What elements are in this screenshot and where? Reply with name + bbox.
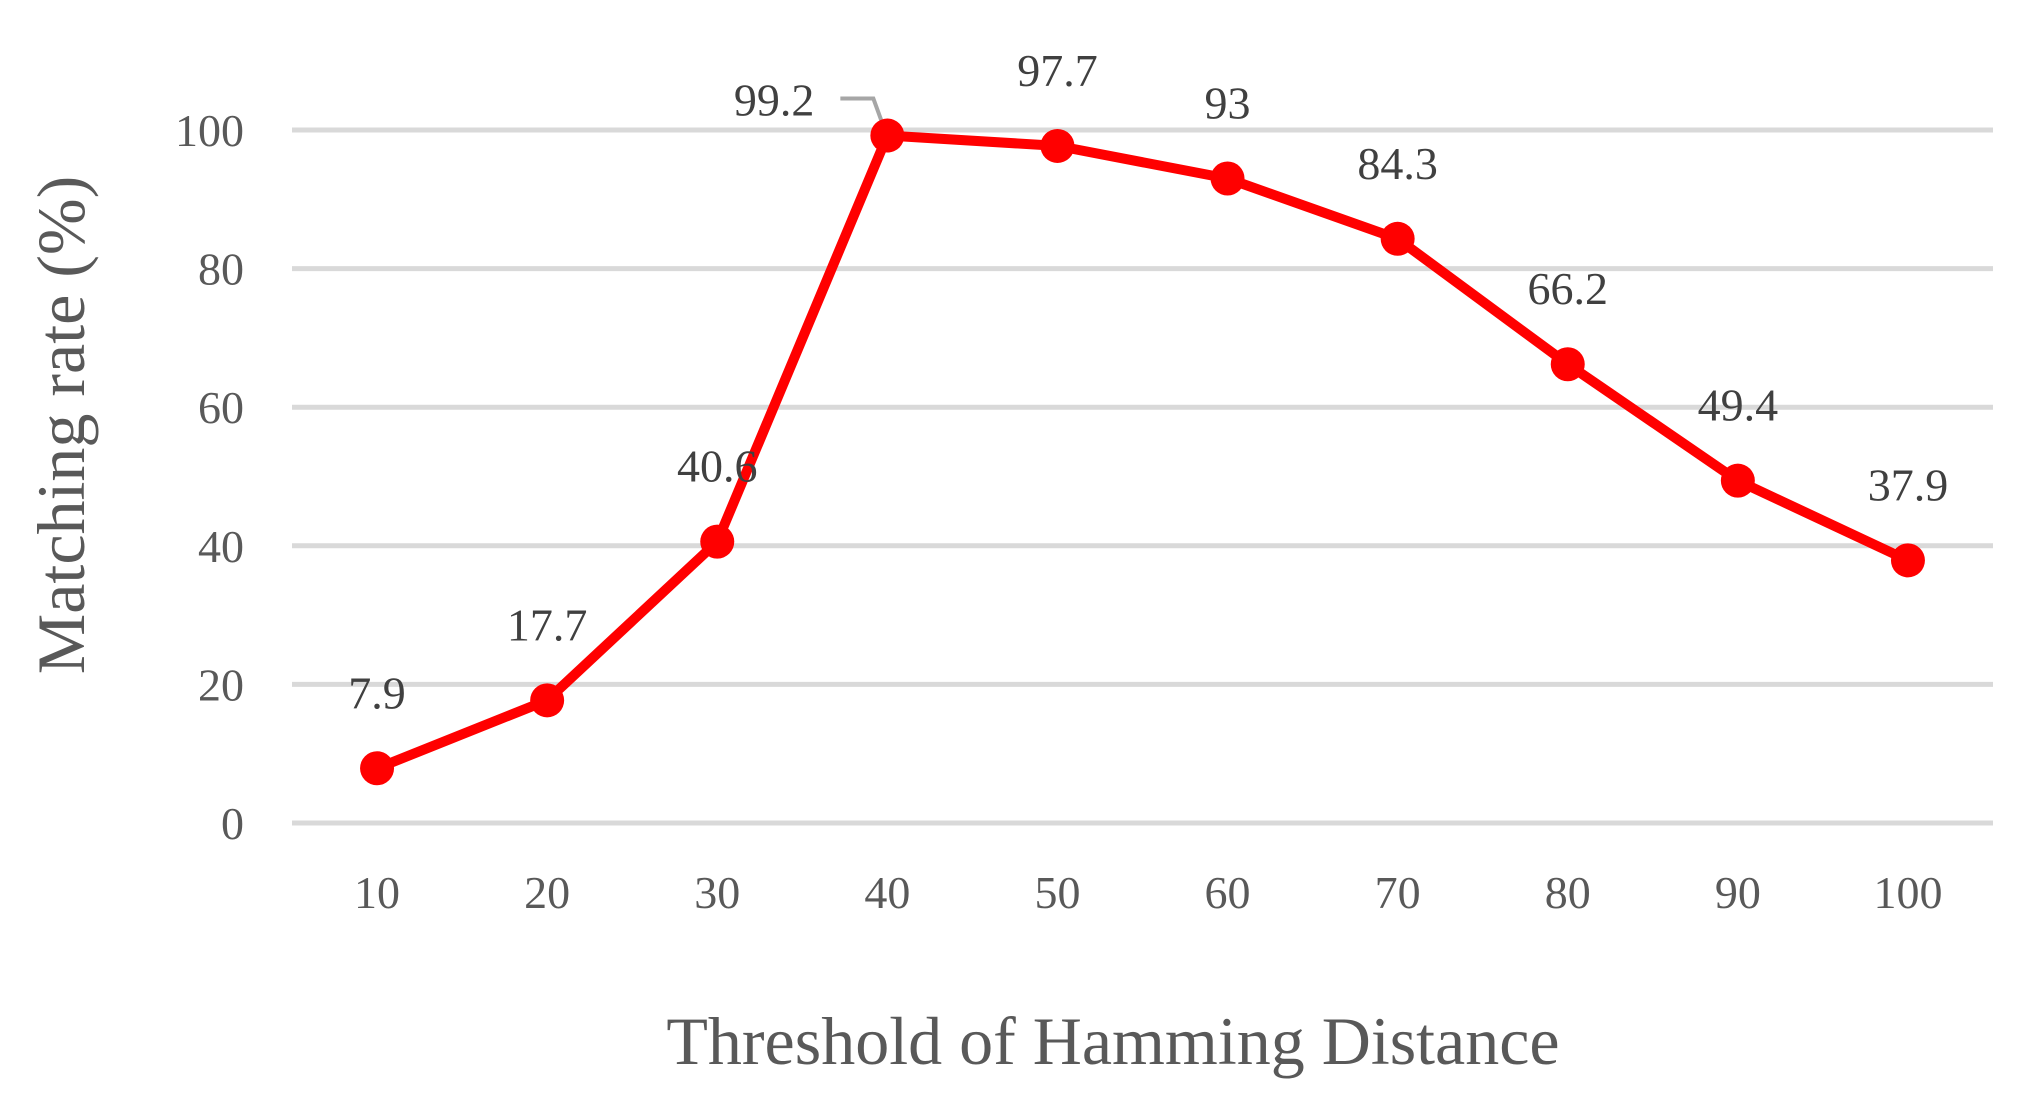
data-label: 7.9 xyxy=(348,667,406,718)
x-tick-label: 20 xyxy=(524,867,570,918)
data-point xyxy=(1040,128,1075,163)
x-tick-label: 30 xyxy=(694,867,740,918)
y-axis-ticks: 0 20 40 60 80 100 xyxy=(175,105,244,849)
data-point xyxy=(1720,463,1755,498)
x-tick-label: 70 xyxy=(1375,867,1421,918)
x-tick-label: 50 xyxy=(1034,867,1080,918)
data-label: 17.7 xyxy=(507,599,588,650)
series-layer xyxy=(360,118,1925,786)
data-point xyxy=(1380,221,1415,256)
data-label: 40.6 xyxy=(677,441,758,492)
y-tick-label: 100 xyxy=(175,105,244,156)
x-axis-ticks: 10 20 30 40 50 60 70 80 90 100 xyxy=(354,867,1942,918)
data-label: 93 xyxy=(1205,78,1251,129)
gridlines xyxy=(292,127,1993,826)
data-label: 66.2 xyxy=(1528,263,1609,314)
data-label: 37.9 xyxy=(1868,459,1949,510)
x-tick-label: 80 xyxy=(1545,867,1591,918)
data-point xyxy=(360,751,395,786)
y-tick-label: 40 xyxy=(198,521,244,572)
y-tick-label: 80 xyxy=(198,244,244,295)
x-axis-title: Threshold of Hamming Distance xyxy=(666,1003,1559,1079)
data-point xyxy=(700,524,735,559)
x-tick-label: 10 xyxy=(354,867,400,918)
data-point xyxy=(870,118,905,153)
x-tick-label: 90 xyxy=(1715,867,1761,918)
x-tick-label: 100 xyxy=(1873,867,1942,918)
x-tick-label: 40 xyxy=(864,867,910,918)
data-point xyxy=(1890,543,1925,578)
data-label: 49.4 xyxy=(1698,380,1779,431)
data-label: 84.3 xyxy=(1357,138,1438,189)
data-label: 99.2 xyxy=(734,75,815,126)
series-line xyxy=(372,130,1913,774)
y-tick-label: 0 xyxy=(221,798,244,849)
x-tick-label: 60 xyxy=(1205,867,1251,918)
data-point xyxy=(1210,161,1245,196)
data-label: 97.7 xyxy=(1017,45,1098,96)
y-tick-label: 60 xyxy=(198,382,244,433)
data-labels: 7.9 17.7 40.6 99.2 97.7 93 84.3 66.2 49.4 37.9 xyxy=(348,45,1948,718)
data-point xyxy=(530,683,565,718)
data-point xyxy=(1550,347,1585,382)
y-axis-title: Matching rate (%) xyxy=(23,176,99,674)
y-tick-label: 20 xyxy=(198,659,244,710)
